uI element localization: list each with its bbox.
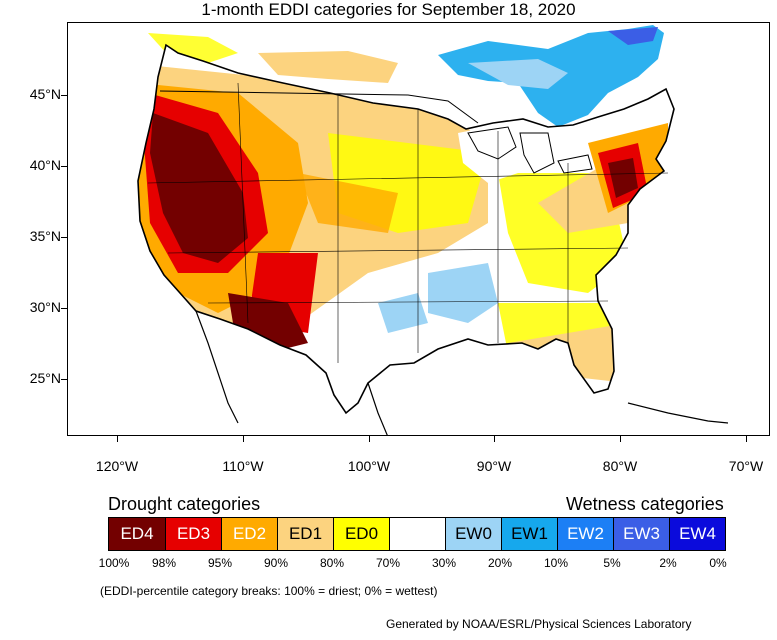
legend-cell-ed2: ED2 <box>221 518 277 550</box>
map-title: 1-month EDDI categories for September 18… <box>201 0 576 19</box>
break-label: 0% <box>709 556 727 570</box>
lon-label-70w: 70°W <box>728 458 764 474</box>
break-label: 80% <box>319 556 345 570</box>
lon-tick <box>620 436 621 442</box>
map-panel <box>67 22 770 436</box>
lat-tick <box>61 166 67 167</box>
lon-label-80w: 80°W <box>602 458 638 474</box>
legend-cell-ew3: EW3 <box>613 518 669 550</box>
lon-tick <box>369 436 370 442</box>
break-label: 30% <box>431 556 457 570</box>
legend-cell-ew4: EW4 <box>669 518 725 550</box>
break-label: 70% <box>375 556 401 570</box>
break-label: 10% <box>543 556 569 570</box>
break-label: 98% <box>151 556 177 570</box>
credit-line: Generated by NOAA/ESRL/Physical Sciences… <box>386 617 692 631</box>
lat-tick <box>61 95 67 96</box>
lon-label-100w: 100°W <box>347 458 391 474</box>
lat-label-30: 30°N <box>29 299 61 315</box>
lon-label-120w: 120°W <box>95 458 139 474</box>
break-label: 2% <box>659 556 677 570</box>
break-label: 20% <box>487 556 513 570</box>
legend-cell-ed3: ED3 <box>165 518 221 550</box>
lon-tick <box>746 436 747 442</box>
lon-label-110w: 110°W <box>222 458 264 474</box>
legend-cell-ed4: ED4 <box>109 518 165 550</box>
lon-tick <box>243 436 244 442</box>
lat-label-35: 35°N <box>29 228 61 244</box>
break-label: 5% <box>603 556 621 570</box>
legend-cell-ed0: ED0 <box>333 518 389 550</box>
conus-eddi-map <box>68 23 769 435</box>
lat-tick <box>61 237 67 238</box>
lat-label-40: 40°N <box>29 157 61 173</box>
break-label: 95% <box>207 556 233 570</box>
wetness-categories-heading: Wetness categories <box>566 494 724 514</box>
legend-cell-ew2: EW2 <box>557 518 613 550</box>
lon-tick <box>117 436 118 442</box>
category-color-bar: ED4 ED3 ED2 ED1 ED0 EW0 EW1 EW2 EW3 EW4 <box>108 517 726 551</box>
break-label: 100% <box>98 556 130 570</box>
lat-label-45: 45°N <box>29 86 61 102</box>
legend-cell-ew1: EW1 <box>501 518 557 550</box>
legend-cell-ew0: EW0 <box>445 518 501 550</box>
lon-tick <box>494 436 495 442</box>
lat-tick <box>61 379 67 380</box>
legend-cell-ed1: ED1 <box>277 518 333 550</box>
breaks-note: (EDDI-percentile category breaks: 100% =… <box>100 584 438 598</box>
legend-cell-normal <box>389 518 445 550</box>
lat-tick <box>61 308 67 309</box>
lon-label-90w: 90°W <box>476 458 512 474</box>
lat-label-25: 25°N <box>29 370 61 386</box>
drought-categories-heading: Drought categories <box>108 494 261 514</box>
break-label: 90% <box>263 556 289 570</box>
